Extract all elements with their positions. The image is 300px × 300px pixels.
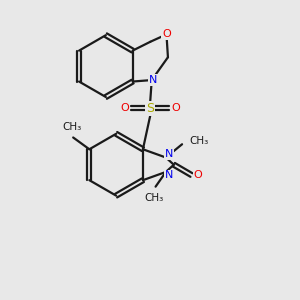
Text: N: N [165, 149, 174, 159]
Text: CH₃: CH₃ [62, 122, 81, 132]
Text: CH₃: CH₃ [189, 136, 209, 146]
Text: CH₃: CH₃ [145, 193, 164, 203]
Text: S: S [146, 101, 154, 115]
Text: O: O [162, 29, 171, 39]
Text: O: O [194, 170, 202, 180]
Text: N: N [149, 75, 158, 85]
Text: O: O [172, 103, 180, 113]
Text: N: N [165, 170, 174, 181]
Text: O: O [120, 103, 129, 113]
